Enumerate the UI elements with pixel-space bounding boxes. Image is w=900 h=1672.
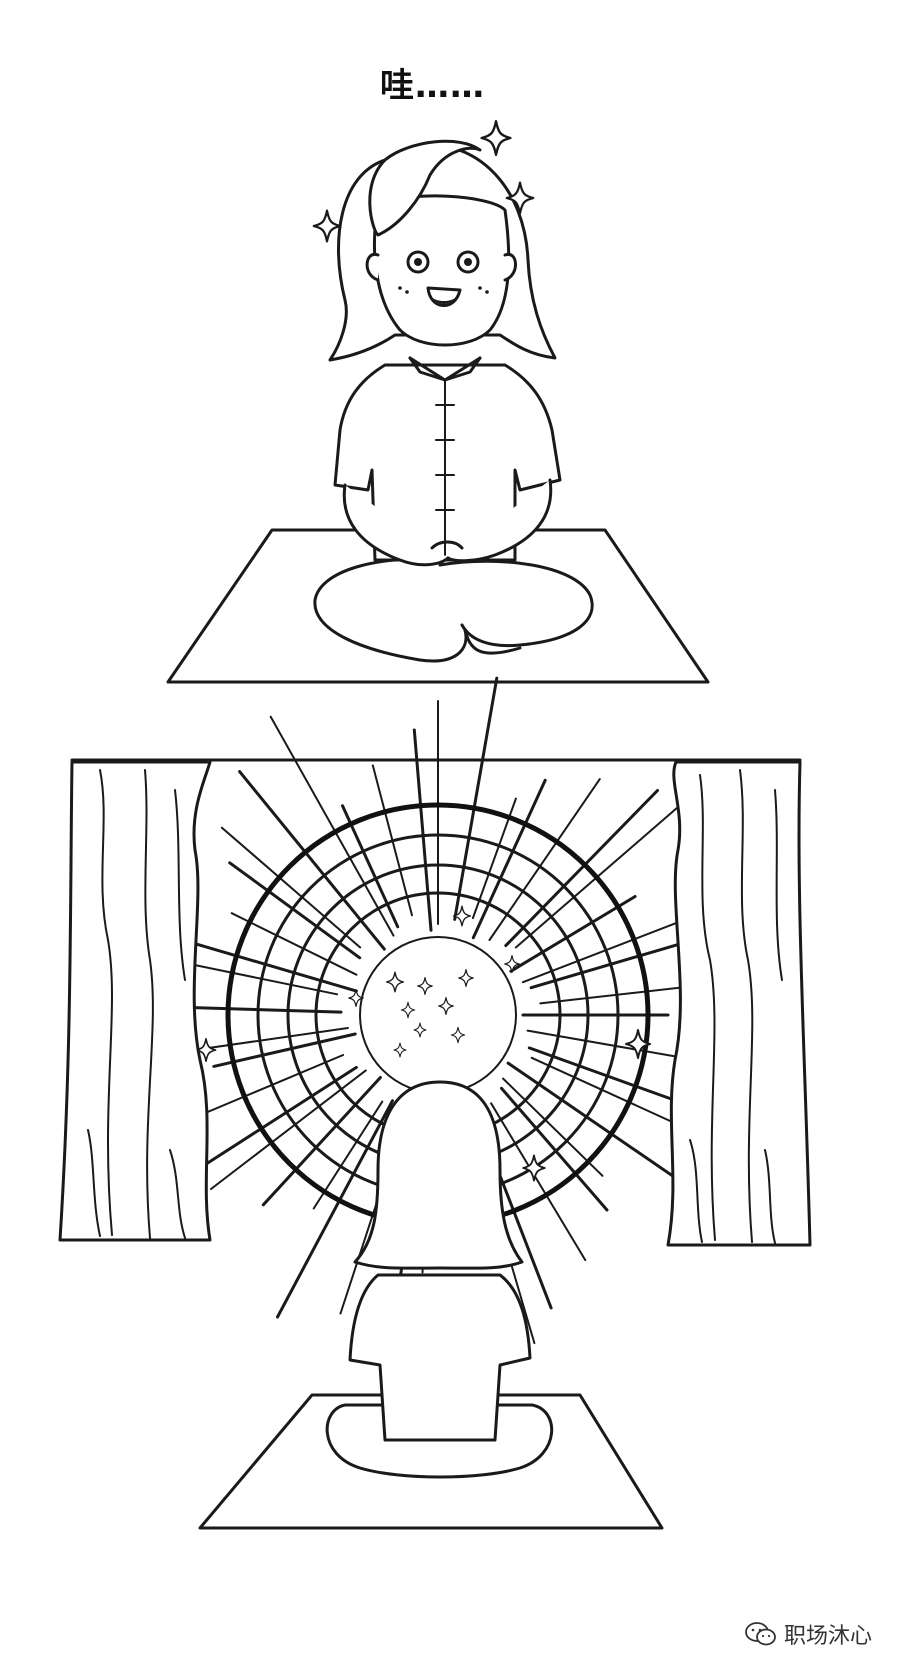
burst-ray (412, 728, 433, 932)
burst-ray (210, 1069, 367, 1190)
seated-woman-front (328, 139, 562, 567)
crossed-legs (313, 557, 594, 663)
burst-ray (220, 826, 362, 949)
burst-ray (228, 861, 362, 960)
burst-ray (261, 1076, 382, 1207)
burst-ray (230, 912, 358, 976)
burst-ray (514, 790, 698, 949)
burst-ray (504, 789, 659, 948)
burst-ray (212, 1032, 357, 1068)
burst-ray (521, 921, 680, 984)
burst-ray (500, 1086, 609, 1212)
panel-1 (166, 119, 710, 684)
wechat-icon (745, 1622, 776, 1646)
burst-ray (471, 778, 547, 940)
watermark: 职场沐心 (744, 1618, 872, 1650)
right-curtain (666, 760, 812, 1247)
left-curtain (58, 760, 212, 1242)
burst-ray (488, 778, 601, 941)
burst-ray (269, 715, 395, 937)
burst-ray (453, 676, 499, 921)
burst-ray (526, 1029, 694, 1061)
watermark-text: 职场沐心 (783, 1624, 872, 1649)
burst-ray (490, 1102, 587, 1262)
exclamation-caption: 哇…… (380, 66, 485, 106)
panel-2 (58, 676, 812, 1530)
burst-ray (276, 1099, 394, 1319)
burst-ray (502, 1077, 604, 1177)
seated-woman-back (325, 1080, 554, 1479)
burst-ray (509, 895, 637, 973)
